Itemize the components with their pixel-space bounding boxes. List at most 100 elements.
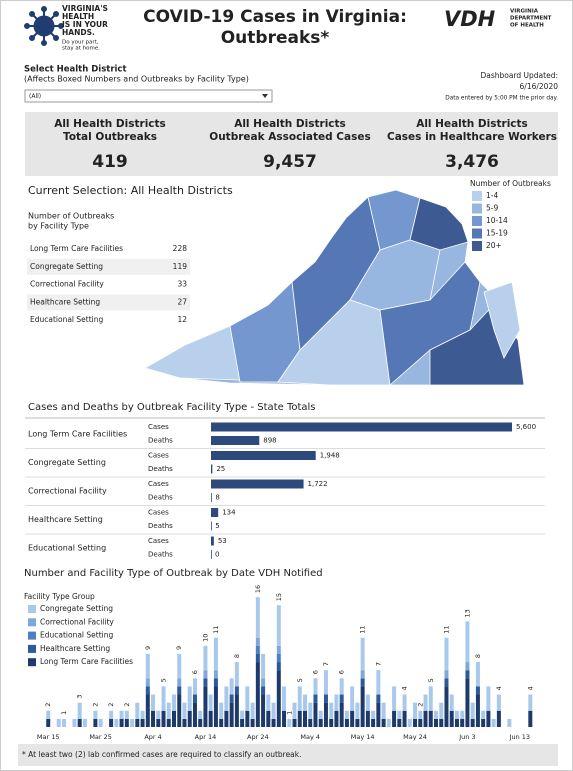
total-label: 4	[401, 686, 409, 690]
total-label: 4	[526, 686, 534, 690]
bar-segment	[261, 678, 266, 687]
bar-segment	[145, 694, 150, 727]
legend-swatch	[472, 203, 482, 214]
bar-segment	[297, 686, 302, 711]
bar-segment	[245, 710, 250, 727]
bar-segment	[172, 694, 176, 711]
bar-segment	[161, 710, 166, 727]
bar-segment	[318, 718, 323, 727]
bar-segment	[344, 710, 349, 719]
total-label: 1	[285, 711, 293, 715]
bar-segment	[282, 710, 287, 727]
dropdown-arrow[interactable]	[262, 94, 268, 98]
bar	[211, 422, 512, 432]
total-label: 7	[374, 662, 382, 666]
bar-segment	[261, 653, 266, 679]
dropdown-value[interactable]: (All)	[29, 93, 41, 100]
total-label: 2	[123, 703, 131, 707]
bar-segment	[334, 710, 339, 727]
bar-segment	[481, 718, 486, 727]
logo-icon	[24, 6, 64, 46]
bar	[211, 479, 304, 489]
bar-segment	[376, 702, 381, 727]
bar-segment	[318, 710, 323, 719]
kpi-value: 9,457	[263, 152, 317, 172]
bar-segment	[46, 718, 51, 727]
section-title: Cases and Deaths by Outbreak Facility Ty…	[28, 402, 316, 413]
bar-segment	[371, 710, 376, 719]
bar-segment	[329, 702, 334, 719]
updated-date: 6/16/2020	[520, 82, 559, 91]
table-cell: 228	[173, 244, 188, 253]
bar	[211, 508, 219, 517]
kpi-panel	[25, 112, 558, 176]
bar-segment	[376, 694, 381, 703]
bar-segment	[418, 710, 423, 719]
bar-segment	[219, 718, 224, 727]
bar-segment	[208, 710, 213, 727]
series-label: Deaths	[148, 522, 173, 530]
dropdown-box[interactable]	[24, 89, 273, 103]
bar-segment	[93, 710, 98, 719]
x-tick-label: Mar 25	[89, 733, 112, 741]
bar-segment	[350, 710, 355, 727]
x-tick-label: Jun 13	[509, 733, 531, 741]
bar-segment	[213, 678, 218, 687]
bar-segment	[93, 718, 98, 727]
x-tick-label: May 14	[351, 733, 375, 741]
series-label: Cases	[148, 423, 169, 431]
total-label: 6	[311, 670, 319, 674]
bar-segment	[465, 678, 470, 727]
bar-segment	[109, 710, 114, 719]
kpi-title: Total Outbreaks	[63, 131, 157, 143]
table-cell: Educational Setting	[30, 315, 103, 324]
bar-segment	[339, 694, 344, 703]
bar-segment	[413, 718, 418, 727]
bar-segment	[460, 718, 465, 727]
kpi-title: All Health Districts	[54, 118, 166, 130]
category-label: Correctional Facility	[28, 487, 107, 496]
bar-segment	[177, 653, 182, 679]
legend-label: Correctional Facility	[40, 617, 114, 626]
bar-segment	[166, 718, 171, 727]
kpi-title: Cases in Healthcare Workers	[387, 131, 557, 143]
bar-segment	[397, 710, 402, 719]
value-label: 8	[215, 494, 219, 502]
bar-segment	[77, 702, 82, 719]
bar-segment	[114, 718, 119, 727]
selection-title: Current Selection: All Health Districts	[28, 184, 233, 197]
bar-segment	[339, 678, 344, 695]
bar-segment	[496, 694, 501, 711]
x-tick-label: Apr 14	[195, 733, 217, 741]
legend-swatch	[28, 605, 36, 613]
bar-segment	[444, 637, 449, 671]
bar-segment	[182, 702, 187, 719]
bar-segment	[250, 702, 255, 719]
bar-segment	[166, 702, 171, 719]
logo-line: HANDS.	[62, 28, 95, 37]
bar-segment	[145, 686, 150, 695]
bar-segment	[187, 686, 192, 711]
legend-label: Congregate Setting	[40, 604, 113, 613]
value-label: 5,600	[516, 423, 536, 431]
bar-segment	[392, 686, 397, 711]
category-label: Healthcare Setting	[28, 515, 103, 524]
kpi-title: Outbreak Associated Cases	[209, 131, 370, 143]
value-label: 1,722	[308, 480, 328, 488]
bar-segment	[297, 710, 302, 727]
total-label: 5	[427, 678, 435, 682]
bar-segment	[255, 653, 260, 663]
table-row-bg	[27, 258, 190, 275]
bar-segment	[177, 694, 182, 727]
table-cell: Long Term Care Facilities	[30, 244, 123, 253]
bar-segment	[528, 694, 533, 711]
agency-line: VIRGINIA	[510, 9, 539, 15]
bar-segment	[145, 678, 150, 687]
bar-segment	[470, 702, 475, 719]
x-tick-label: Jun 3	[458, 733, 475, 741]
total-label: 15	[275, 593, 283, 601]
bar-segment	[276, 662, 281, 671]
bar-segment	[308, 702, 313, 719]
kpi-value: 3,476	[445, 152, 499, 172]
district-dropdown[interactable]: (All)	[24, 89, 273, 103]
